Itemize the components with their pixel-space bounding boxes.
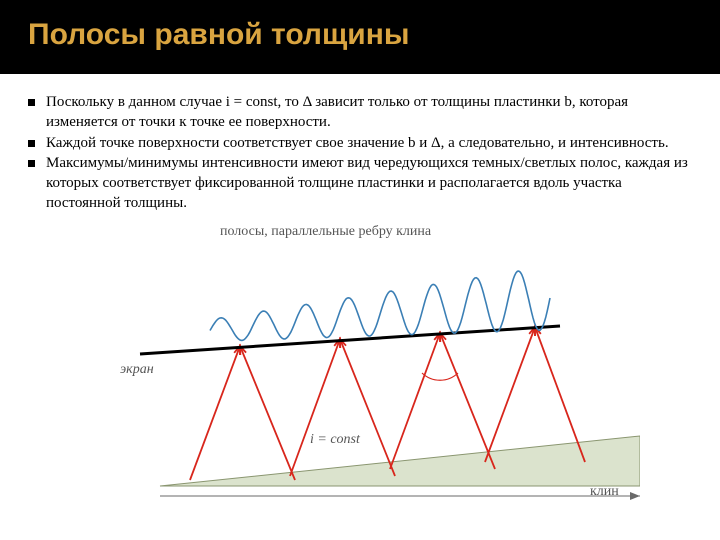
list-item: Максимумы/минимумы интенсивности имеют в… [28, 153, 692, 214]
bullet-list: Поскольку в данном случае i = const, то … [28, 92, 692, 214]
content-area: Поскольку в данном случае i = const, то … [0, 74, 720, 506]
diagram-svg [80, 226, 640, 506]
list-item: Каждой точке поверхности соответствует с… [28, 133, 692, 153]
label-iconst: i = const [310, 432, 360, 448]
list-item: Поскольку в данном случае i = const, то … [28, 92, 692, 133]
label-top: полосы, параллельные ребру клина [220, 224, 431, 240]
label-screen: экран [120, 362, 154, 378]
diagram-figure: полосы, параллельные ребру клина экран i… [80, 226, 640, 506]
label-wedge: клин [590, 484, 619, 500]
page-title: Полосы равной толщины [28, 18, 692, 52]
